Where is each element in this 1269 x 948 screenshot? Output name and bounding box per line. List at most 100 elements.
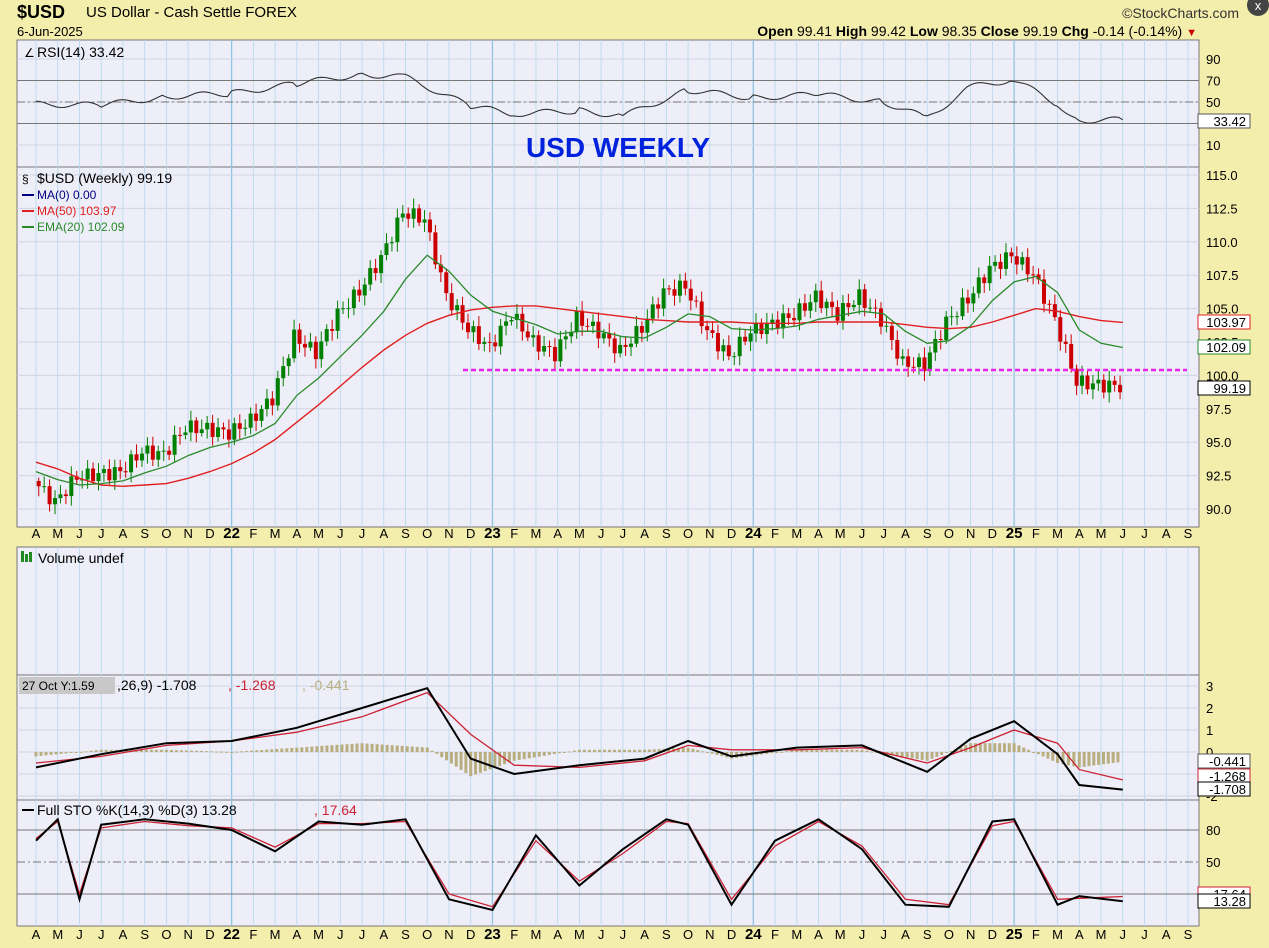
- price-candle: [460, 305, 465, 323]
- rsi-last-tag: 33.42: [1213, 114, 1246, 129]
- macd-hist-bar: [944, 752, 948, 753]
- macd-hist-bar: [765, 752, 769, 754]
- x-axis-label: M: [313, 526, 324, 541]
- price-candle: [433, 232, 438, 265]
- high-value: 99.42: [870, 23, 906, 39]
- macd-hist-bar: [285, 748, 289, 752]
- low-value: 98.35: [941, 23, 977, 39]
- macd-hist-bar: [920, 752, 924, 760]
- macd-cursor-box: [19, 677, 115, 694]
- x-axis-label: S: [923, 526, 932, 541]
- price-candle: [650, 304, 655, 319]
- price-candle: [504, 321, 509, 326]
- close-icon[interactable]: x: [1247, 0, 1269, 16]
- price-candle: [737, 336, 742, 357]
- x-axis-label: D: [205, 927, 214, 942]
- x-axis-label: F: [249, 927, 257, 942]
- macd-hist-bar: [405, 746, 409, 752]
- macd-hist-bar: [845, 749, 849, 752]
- price-candle: [536, 335, 541, 352]
- x-axis-label: S: [1184, 526, 1193, 541]
- price-candle: [297, 329, 302, 344]
- macd-hist-bar: [184, 750, 188, 752]
- x-axis-label: S: [401, 526, 410, 541]
- price-candle: [922, 357, 927, 372]
- x-axis-label: M: [52, 927, 63, 942]
- price-candle: [389, 242, 394, 244]
- ema20-tag-box: [1197, 339, 1251, 355]
- price-candle: [237, 423, 242, 429]
- price-candle: [330, 329, 335, 331]
- x-axis-label: D: [466, 526, 475, 541]
- macd-hist-bar: [577, 749, 581, 752]
- macd-hist-bar: [785, 751, 789, 753]
- price-candle: [851, 304, 856, 308]
- x-axis-label: J: [880, 927, 887, 942]
- macd-hist-bar: [205, 751, 209, 753]
- macd-hist-bar: [681, 747, 685, 752]
- ma50-line: [35, 305, 1123, 488]
- price-tick-label: 97.5: [1206, 402, 1231, 417]
- macd-hist-bar: [335, 744, 339, 752]
- price-candle: [438, 264, 443, 273]
- macd-hist-bar: [355, 743, 359, 752]
- price-candle: [205, 422, 210, 430]
- price-candle: [362, 284, 367, 296]
- macd-hist-bar: [820, 749, 824, 752]
- macd-hist-bar: [507, 752, 511, 763]
- source-credit[interactable]: ©StockCharts.com: [1122, 5, 1239, 21]
- price-candle: [69, 476, 74, 497]
- macd-hist-bar: [195, 750, 199, 752]
- macd-hist-bar: [1027, 749, 1031, 752]
- macd-hist-bar: [657, 749, 661, 752]
- macd-hist-bar: [910, 752, 914, 759]
- macd-hist-bar: [69, 752, 73, 753]
- macd-line: [35, 687, 1123, 791]
- price-candle: [1003, 252, 1008, 269]
- macd-hist-bar: [647, 749, 651, 752]
- x-axis-label: M: [1052, 526, 1063, 541]
- price-candle: [107, 469, 112, 481]
- macd-hist-bar: [978, 743, 982, 752]
- price-candle: [906, 356, 911, 367]
- chg-label: Chg: [1061, 23, 1089, 39]
- macd-hist-bar: [562, 752, 566, 753]
- macd-hist-bar: [360, 743, 364, 752]
- x-axis-label: J: [859, 927, 866, 942]
- macd-hist-bar: [602, 749, 606, 752]
- x-axis-label: J: [859, 526, 866, 541]
- macd-hist-bar: [290, 747, 294, 752]
- x-axis-label: S: [401, 927, 410, 942]
- price-candle: [824, 301, 829, 309]
- price-candle: [580, 310, 585, 326]
- price-candle: [705, 326, 710, 331]
- volume-icon: [21, 551, 24, 562]
- macd-hist-bar: [701, 751, 705, 753]
- macd-hist-bar: [855, 749, 859, 752]
- macd-hist-bar: [691, 748, 695, 752]
- price-candle: [830, 301, 835, 308]
- price-candle: [656, 304, 661, 309]
- close-label: Close: [980, 23, 1019, 39]
- macd-hist-bar: [1106, 752, 1110, 764]
- macd-hist-bar: [1072, 752, 1076, 767]
- price-candle: [531, 335, 536, 338]
- x-axis-label: M: [1096, 526, 1107, 541]
- macd-hist-bar: [400, 745, 404, 752]
- macd-hist-bar: [375, 744, 379, 752]
- macd-hist-bar: [988, 743, 992, 752]
- price-candle: [868, 307, 873, 309]
- macd-cursor-label: 27 Oct Y:1.59: [22, 679, 95, 693]
- price-candle: [1020, 257, 1025, 265]
- macd-hist-bar: [686, 747, 690, 752]
- price-candle: [1074, 368, 1079, 386]
- x-axis-label: A: [640, 526, 649, 541]
- x-axis-label: J: [1141, 526, 1148, 541]
- price-candle: [248, 413, 253, 428]
- price-candle: [786, 313, 791, 319]
- macd-hist-bar: [710, 752, 714, 754]
- macd-hist-bar: [1061, 752, 1065, 765]
- price-candle: [873, 307, 878, 309]
- price-candle: [672, 289, 677, 296]
